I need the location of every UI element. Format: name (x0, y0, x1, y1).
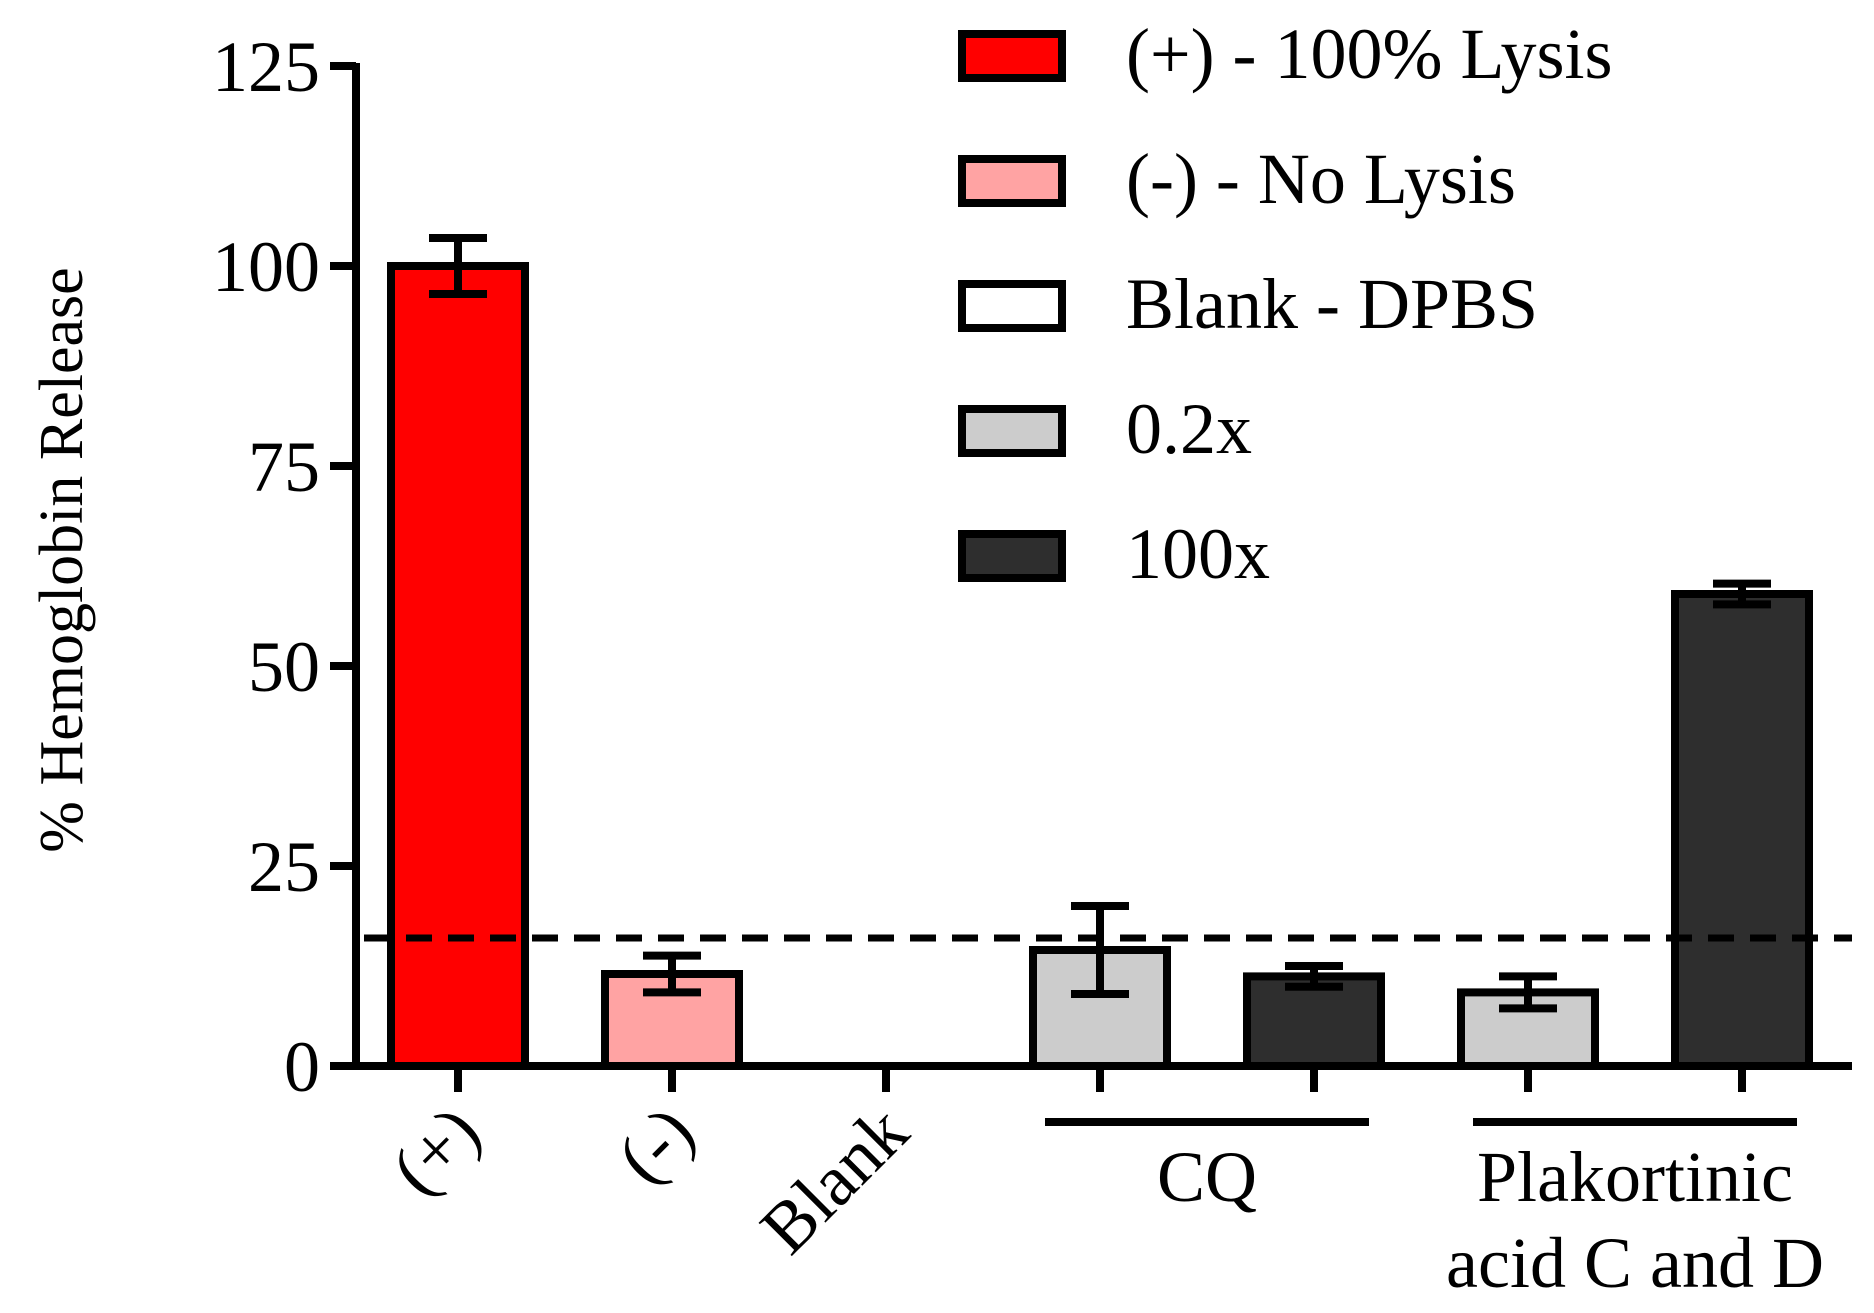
y-tick-label: 25 (248, 827, 320, 907)
bar (1671, 590, 1813, 1070)
axes: 0 25 50 75 100 125 (212, 27, 1852, 1107)
legend-swatch (958, 155, 1066, 207)
legend-swatch (958, 280, 1066, 332)
bars (387, 234, 1813, 1071)
legend-label: 0.2x (1126, 389, 1252, 469)
bar (387, 262, 529, 1070)
group-label: CQ (1157, 1137, 1257, 1217)
legend-swatch (958, 530, 1066, 582)
legend-label: 100x (1126, 514, 1270, 594)
y-tick-label: 50 (248, 627, 320, 707)
legend-label: Blank - DPBS (1126, 264, 1538, 344)
legend: (+) - 100% Lysis (-) - No Lysis Blank - DP… (958, 14, 1613, 594)
category-label: (+) (376, 1091, 495, 1210)
y-tick-label: 0 (284, 1027, 320, 1107)
group-label: Plakortinic (1477, 1137, 1793, 1217)
bar (1243, 972, 1385, 1071)
legend-swatch (958, 30, 1066, 82)
category-label: (-) (602, 1091, 709, 1198)
group-label: acid C and D (1446, 1223, 1824, 1303)
category-label: Blank (745, 1091, 923, 1269)
y-tick-label: 125 (212, 27, 320, 107)
legend-label: (-) - No Lysis (1126, 139, 1516, 219)
y-tick-label: 75 (248, 427, 320, 507)
legend-swatch (958, 405, 1066, 457)
y-tick-label: 100 (212, 227, 320, 307)
legend-label: (+) - 100% Lysis (1126, 14, 1613, 94)
y-axis-label: % Hemoglobin Release (28, 267, 96, 852)
